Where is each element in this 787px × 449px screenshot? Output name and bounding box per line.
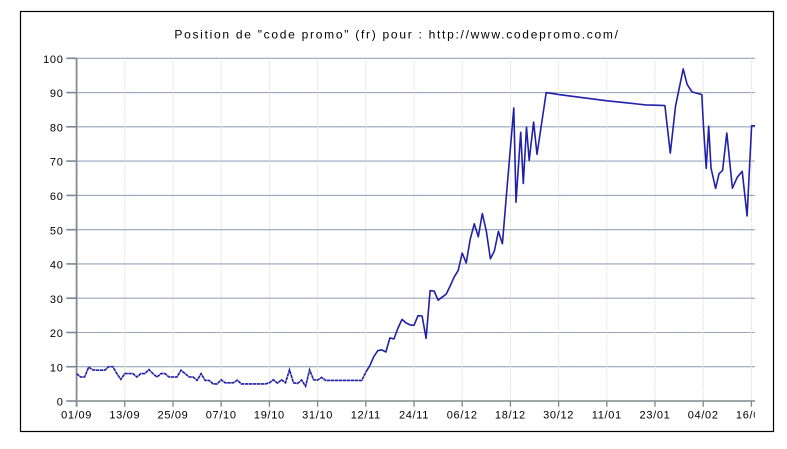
svg-text:30/12: 30/12 xyxy=(543,409,574,421)
svg-text:18/12: 18/12 xyxy=(495,409,526,421)
svg-text:06/12: 06/12 xyxy=(447,409,478,421)
svg-text:0: 0 xyxy=(57,397,64,409)
svg-text:16/02: 16/02 xyxy=(736,409,767,421)
svg-text:70: 70 xyxy=(50,157,64,169)
svg-text:30: 30 xyxy=(50,294,64,306)
svg-text:60: 60 xyxy=(50,191,64,203)
svg-text:13/09: 13/09 xyxy=(109,409,140,421)
svg-text:10: 10 xyxy=(50,362,64,374)
svg-text:90: 90 xyxy=(50,88,64,100)
svg-text:07/10: 07/10 xyxy=(206,409,237,421)
svg-text:04/02: 04/02 xyxy=(688,409,719,421)
svg-text:40: 40 xyxy=(50,260,64,272)
svg-text:50: 50 xyxy=(50,225,64,237)
svg-text:20: 20 xyxy=(50,328,64,340)
svg-text:25/09: 25/09 xyxy=(158,409,189,421)
svg-text:11/01: 11/01 xyxy=(592,409,622,421)
svg-text:12/11: 12/11 xyxy=(351,409,381,421)
svg-text:31/10: 31/10 xyxy=(302,409,333,421)
svg-text:19/10: 19/10 xyxy=(254,409,285,421)
svg-text:24/11: 24/11 xyxy=(399,409,429,421)
svg-text:01/09: 01/09 xyxy=(61,409,92,421)
svg-text:Position de "code promo" (fr): Position de "code promo" (fr) pour : htt… xyxy=(174,28,619,42)
svg-text:100: 100 xyxy=(43,54,63,66)
svg-text:80: 80 xyxy=(50,122,64,134)
svg-text:23/01: 23/01 xyxy=(640,409,671,421)
